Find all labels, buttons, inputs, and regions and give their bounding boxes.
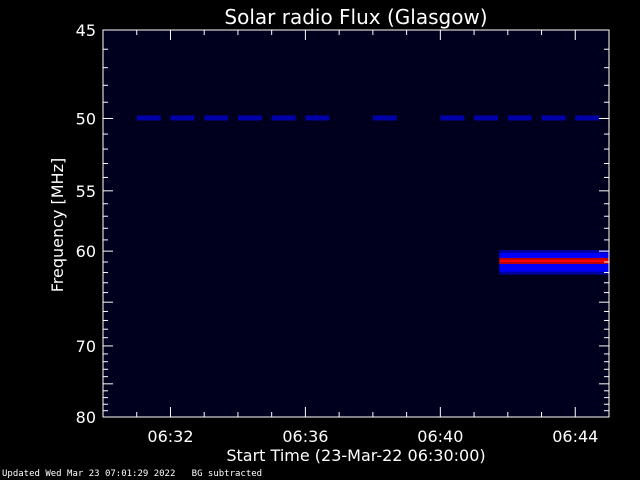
interference-marker [541, 115, 566, 121]
x-tick-label: 06:32 [147, 427, 193, 446]
interference-marker [170, 115, 195, 121]
x-tick-label: 06:40 [417, 427, 463, 446]
interference-marker [204, 115, 229, 121]
interference-marker [372, 115, 397, 121]
plot-area [102, 29, 610, 418]
y-tick-label: 60 [76, 242, 96, 261]
interference-marker [575, 115, 600, 121]
y-tick-label: 45 [76, 21, 96, 40]
x-axis-label: Start Time (23-Mar-22 06:30:00) [226, 446, 485, 465]
chart-title: Solar radio Flux (Glasgow) [224, 5, 487, 29]
y-tick-label: 50 [76, 109, 96, 128]
y-tick-label: 70 [76, 337, 96, 356]
x-tick-label: 06:44 [552, 427, 598, 446]
axis-ticks: 45 50 55 60 70 80 06:32 06:36 06:40 06:44 [76, 21, 610, 446]
interference-marker [507, 115, 532, 121]
x-tick-label: 06:36 [282, 427, 328, 446]
interference-marker [474, 115, 499, 121]
emission-band-core [499, 259, 609, 262]
y-tick-label: 55 [76, 182, 96, 201]
y-axis-label: Frequency [MHz] [48, 158, 67, 292]
footer: Updated Wed Mar 23 07:01:29 2022 BG subt… [2, 469, 262, 479]
interference-marker [305, 115, 330, 121]
plot-frame [102, 29, 610, 418]
plot-background [103, 30, 609, 417]
interference-marker [271, 115, 296, 121]
y-tick-label: 80 [76, 408, 96, 427]
updated-timestamp: Updated Wed Mar 23 07:01:29 2022 [2, 469, 176, 479]
interference-marker [237, 115, 262, 121]
interference-marker [440, 115, 465, 121]
bg-subtracted-note: BG subtracted [191, 469, 263, 479]
interference-marker [136, 115, 161, 121]
